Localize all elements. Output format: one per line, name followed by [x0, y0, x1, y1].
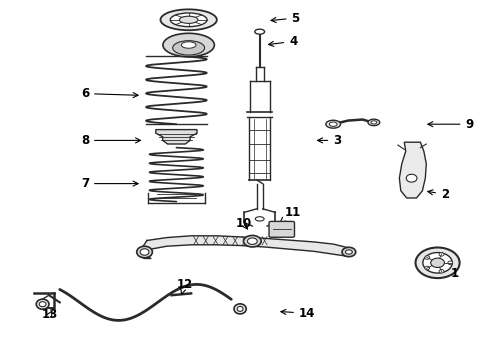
Text: 11: 11	[280, 206, 300, 222]
Polygon shape	[399, 142, 426, 198]
Ellipse shape	[448, 261, 453, 265]
Ellipse shape	[237, 306, 243, 311]
Ellipse shape	[163, 33, 215, 57]
Text: 14: 14	[281, 307, 315, 320]
Text: 8: 8	[81, 134, 141, 147]
Ellipse shape	[371, 121, 377, 124]
Ellipse shape	[368, 119, 380, 126]
Text: 10: 10	[235, 217, 251, 230]
Ellipse shape	[431, 258, 444, 267]
Text: 13: 13	[42, 309, 58, 321]
Ellipse shape	[172, 41, 205, 55]
Text: 6: 6	[81, 87, 138, 100]
Ellipse shape	[171, 13, 207, 27]
Text: 7: 7	[81, 177, 138, 190]
Ellipse shape	[416, 248, 460, 278]
Text: 9: 9	[428, 118, 474, 131]
Ellipse shape	[161, 9, 217, 30]
Ellipse shape	[247, 238, 257, 244]
Ellipse shape	[234, 304, 246, 314]
Ellipse shape	[36, 299, 49, 309]
Text: 3: 3	[318, 134, 342, 147]
FancyBboxPatch shape	[269, 221, 294, 237]
Text: 2: 2	[428, 188, 449, 201]
Ellipse shape	[425, 266, 430, 270]
Ellipse shape	[342, 247, 356, 257]
Ellipse shape	[439, 269, 444, 273]
Polygon shape	[139, 236, 350, 258]
Ellipse shape	[39, 302, 46, 307]
Ellipse shape	[326, 120, 341, 128]
Ellipse shape	[244, 235, 261, 247]
Ellipse shape	[425, 256, 430, 259]
Ellipse shape	[181, 42, 196, 48]
Text: 4: 4	[269, 35, 297, 48]
Ellipse shape	[406, 174, 417, 182]
Ellipse shape	[423, 253, 452, 273]
Text: 5: 5	[271, 12, 300, 24]
Ellipse shape	[255, 217, 264, 221]
Ellipse shape	[179, 16, 198, 23]
Ellipse shape	[140, 249, 149, 255]
Text: 12: 12	[176, 278, 193, 294]
Ellipse shape	[255, 29, 265, 34]
Text: 1: 1	[444, 265, 459, 280]
Polygon shape	[156, 130, 197, 144]
Ellipse shape	[439, 253, 444, 256]
Ellipse shape	[345, 250, 352, 254]
Ellipse shape	[137, 246, 152, 258]
Ellipse shape	[329, 122, 337, 126]
